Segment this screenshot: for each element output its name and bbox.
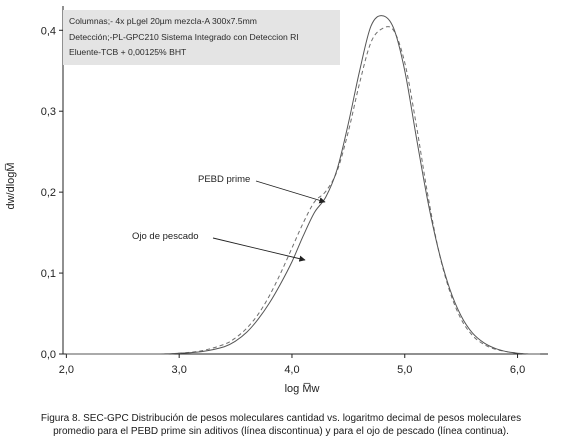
gpc-chart: 0,0 0,1 0,2 0,3 0,4 2,0 3,0 4,0 5,0 6,0 PEBD pri… — [5, 6, 548, 395]
y-tick-label: 0,0 — [41, 349, 56, 361]
y-tick-label: 0,4 — [41, 25, 56, 37]
y-axis-label: dw/dlogM̅ — [5, 162, 17, 209]
y-tick-label: 0,3 — [41, 106, 56, 118]
x-tick-label: 2,0 — [59, 364, 74, 376]
y-tick-label: 0,1 — [41, 268, 56, 280]
series-line-solid — [66, 15, 541, 355]
info-line-detection: Detección;-PL-GPC210 Sistema Integrado c… — [69, 32, 299, 42]
annotation-pebd-prime-label: PEBD prime — [198, 174, 250, 185]
info-box: Columnas;- 4x pLgel 20µm mezcla-A 300x7.… — [63, 10, 340, 65]
info-line-columns: Columnas;- 4x pLgel 20µm mezcla-A 300x7.… — [69, 16, 257, 26]
plot-area: 0,0 0,1 0,2 0,3 0,4 2,0 3,0 4,0 5,0 6,0 PEBD pri… — [41, 6, 548, 376]
x-axis-ticks: 2,0 3,0 4,0 5,0 6,0 — [59, 354, 525, 376]
x-tick-label: 5,0 — [397, 364, 412, 376]
series-layer — [66, 15, 541, 355]
info-line-eluent: Eluente-TCB + 0,00125% BHT — [69, 47, 187, 57]
y-axis-ticks: 0,0 0,1 0,2 0,3 0,4 — [41, 25, 63, 361]
annotation-pebd-prime-arrow — [255, 180, 326, 204]
x-tick-label: 4,0 — [284, 364, 299, 376]
annotation-layer: PEBD prime Ojo de pescado — [132, 174, 326, 262]
caption-line-2: promedio para el PEBD prime sin aditivos… — [53, 426, 509, 437]
annotation-ojo-de-pescado-arrow — [212, 237, 306, 262]
series-line-dashed — [66, 26, 541, 355]
x-axis-label: log M̅w — [285, 383, 320, 395]
x-tick-label: 3,0 — [172, 364, 187, 376]
annotation-ojo-de-pescado-label: Ojo de pescado — [132, 231, 199, 242]
figure-caption: Figura 8. SEC-GPC Distribución de pesos … — [6, 412, 556, 438]
caption-line-1: Figura 8. SEC-GPC Distribución de pesos … — [40, 413, 522, 424]
y-tick-label: 0,2 — [41, 187, 56, 199]
x-tick-label: 6,0 — [510, 364, 525, 376]
